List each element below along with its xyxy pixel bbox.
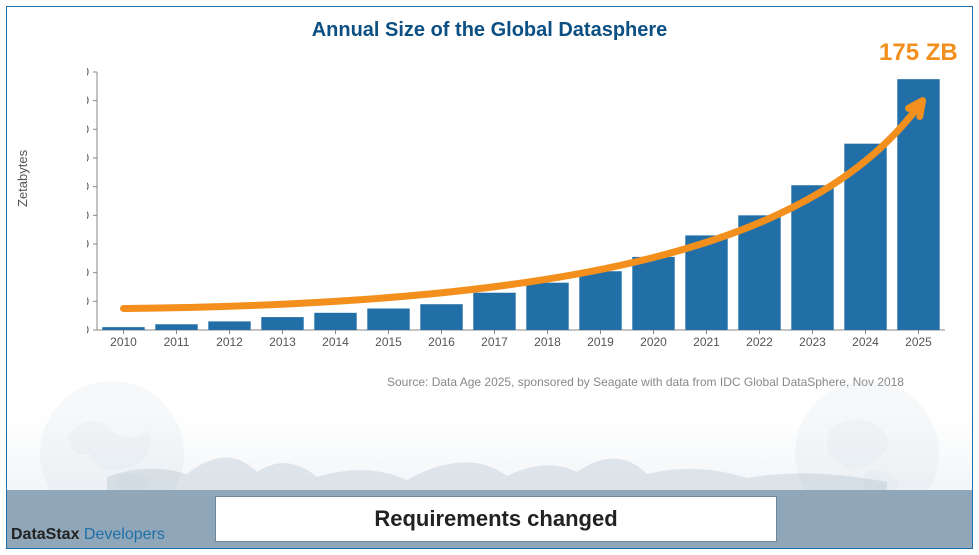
bar — [473, 293, 515, 330]
y-axis-label: Zetabytes — [15, 150, 30, 207]
svg-text:2010: 2010 — [110, 335, 137, 349]
bar — [632, 257, 674, 330]
svg-text:2020: 2020 — [640, 335, 667, 349]
bar — [261, 317, 303, 330]
bar — [314, 313, 356, 330]
brand-label: DataStax Developers — [11, 526, 165, 544]
chart-title: Annual Size of the Global Datasphere — [7, 19, 972, 42]
svg-text:100: 100 — [87, 180, 89, 194]
bar — [102, 327, 144, 330]
bar — [579, 271, 621, 330]
svg-text:2023: 2023 — [799, 335, 826, 349]
svg-text:140: 140 — [87, 122, 89, 136]
svg-text:2021: 2021 — [693, 335, 720, 349]
svg-text:20: 20 — [87, 294, 89, 308]
caption-box: Requirements changed — [215, 496, 777, 542]
svg-text:2025: 2025 — [905, 335, 932, 349]
brand-secondary: Developers — [79, 526, 164, 543]
svg-text:2024: 2024 — [852, 335, 879, 349]
svg-text:2019: 2019 — [587, 335, 614, 349]
svg-text:2014: 2014 — [322, 335, 349, 349]
svg-text:2012: 2012 — [216, 335, 243, 349]
svg-text:60: 60 — [87, 237, 89, 251]
bar — [155, 324, 197, 330]
svg-text:2017: 2017 — [481, 335, 508, 349]
svg-text:180: 180 — [87, 65, 89, 79]
bar-chart-plot: 0 20 40 60 80 100 120 140 160 180 2010 2011 2012 2013… — [87, 62, 955, 352]
svg-text:2011: 2011 — [164, 335, 190, 349]
svg-text:160: 160 — [87, 94, 89, 108]
slide-frame: Annual Size of the Global Datasphere 175… — [6, 6, 973, 549]
brand-primary: DataStax — [11, 526, 79, 543]
svg-text:2015: 2015 — [375, 335, 402, 349]
svg-text:2016: 2016 — [428, 335, 455, 349]
svg-text:2018: 2018 — [534, 335, 561, 349]
svg-text:2022: 2022 — [746, 335, 773, 349]
caption-text: Requirements changed — [374, 506, 617, 532]
svg-text:0: 0 — [87, 323, 89, 337]
svg-text:2013: 2013 — [269, 335, 296, 349]
mountain-silhouette — [107, 432, 887, 492]
svg-text:40: 40 — [87, 266, 89, 280]
bar — [420, 304, 462, 330]
bar — [526, 283, 568, 330]
bar — [738, 215, 780, 330]
svg-text:120: 120 — [87, 151, 89, 165]
svg-text:80: 80 — [87, 208, 89, 222]
bar — [367, 309, 409, 331]
bar — [208, 321, 250, 330]
